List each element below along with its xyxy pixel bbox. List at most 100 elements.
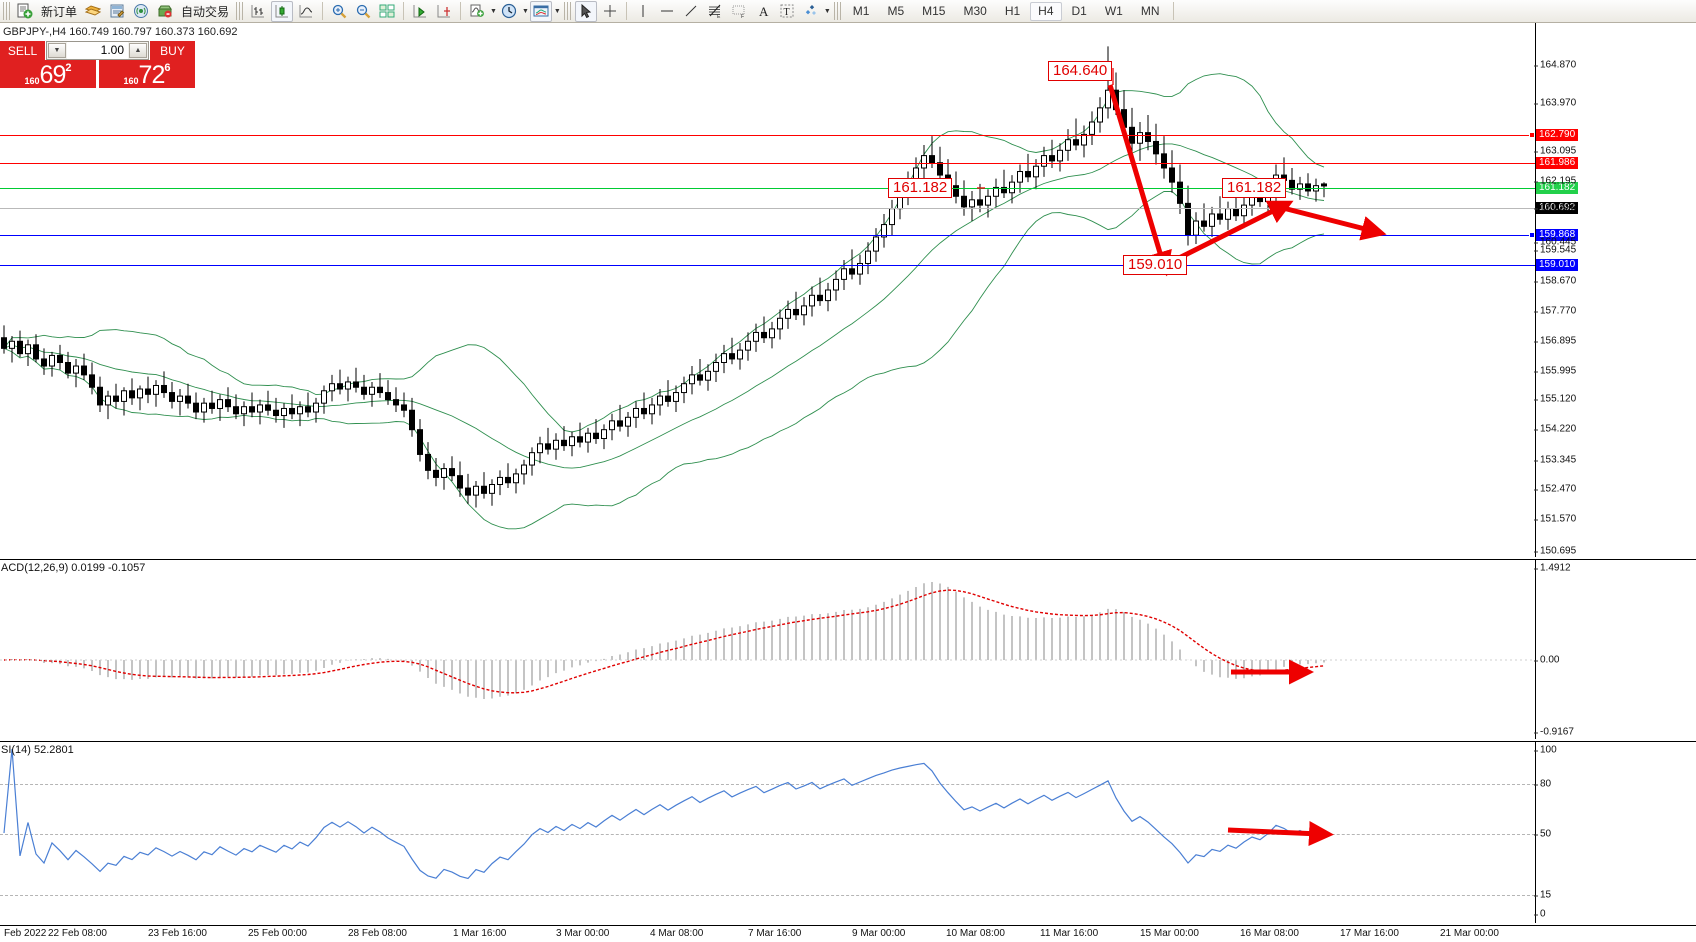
metaeditor-icon[interactable] xyxy=(106,1,128,22)
resistance-line-162790[interactable] xyxy=(0,135,1535,136)
market-icon[interactable] xyxy=(154,1,176,22)
profile-icon[interactable] xyxy=(82,1,104,22)
volume-decrement-button[interactable]: ▼ xyxy=(48,43,66,58)
candle xyxy=(321,385,327,414)
candlestick-chart-icon[interactable] xyxy=(271,0,294,22)
timeframe-mn[interactable]: MN xyxy=(1140,4,1160,18)
timeframe-m1[interactable]: M1 xyxy=(852,4,870,18)
timeframe-m5[interactable]: M5 xyxy=(887,4,905,18)
autotrading-label[interactable]: 自动交易 xyxy=(181,4,230,19)
price-tick: 150.695 xyxy=(1533,545,1577,557)
chevron-down-icon[interactable]: ▼ xyxy=(490,7,497,15)
price-tick: 157.770 xyxy=(1533,305,1577,317)
sell-price-display[interactable]: 160 69 2 xyxy=(0,60,96,88)
resistance-line-162790-handle[interactable] xyxy=(1529,132,1535,138)
macd-canvas[interactable] xyxy=(0,560,1535,740)
callout-161182-right[interactable]: 161.182 xyxy=(1222,178,1287,198)
toolbar-grip-3[interactable] xyxy=(563,2,571,20)
zoom-in-icon[interactable] xyxy=(328,1,350,22)
callout-164640[interactable]: 164.640 xyxy=(1048,61,1113,81)
vertical-line-icon[interactable] xyxy=(632,1,654,22)
time-axis-label: 7 Mar 16:00 xyxy=(748,928,802,939)
volume-increment-button[interactable]: ▲ xyxy=(129,43,147,58)
rsi-pane[interactable]: SI(14) 52.2801 100 80 50 15 0 xyxy=(0,741,1696,923)
candle xyxy=(305,392,311,418)
cursor-icon[interactable] xyxy=(574,0,597,22)
signals-icon[interactable] xyxy=(130,1,152,22)
chevron-down-icon-3[interactable]: ▼ xyxy=(553,7,561,15)
support-line-159010[interactable] xyxy=(0,265,1535,266)
toolbar-grip-2[interactable] xyxy=(236,2,244,20)
current-price-line-badge[interactable]: 160.692 xyxy=(1536,202,1579,214)
volume-stepper[interactable]: ▼ 1.00 ▲ xyxy=(46,41,149,60)
rsi-axis-line xyxy=(1535,742,1536,923)
one-click-trade-panel[interactable]: SELL ▼ 1.00 ▲ BUY 160 69 2 160 72 6 xyxy=(0,41,195,88)
candle xyxy=(1089,111,1095,146)
bar-chart-icon[interactable] xyxy=(247,1,269,22)
candle xyxy=(225,387,231,413)
new-order-icon[interactable] xyxy=(14,1,36,22)
line-chart-icon[interactable] xyxy=(295,1,317,22)
timeframe-w1[interactable]: W1 xyxy=(1104,4,1123,18)
chevron-down-icon-4[interactable]: ▼ xyxy=(823,7,831,15)
buy-button[interactable]: BUY xyxy=(150,41,195,60)
timeframe-m15[interactable]: M15 xyxy=(922,4,946,18)
crosshair-icon[interactable] xyxy=(599,1,621,22)
periods-icon[interactable] xyxy=(498,1,520,22)
trendline-icon[interactable] xyxy=(680,1,702,22)
callout-159010[interactable]: 159.010 xyxy=(1123,255,1188,275)
sell-button[interactable]: SELL xyxy=(0,41,45,60)
timeframe-d1[interactable]: D1 xyxy=(1071,4,1087,18)
timeframe-m30[interactable]: M30 xyxy=(963,4,987,18)
chart-shift-icon[interactable] xyxy=(433,1,455,22)
resistance-line-161986-badge[interactable]: 161.986 xyxy=(1536,157,1579,169)
new-order-label[interactable]: 新订单 xyxy=(41,4,78,19)
buy-price-display[interactable]: 160 72 6 xyxy=(99,60,195,88)
support-line-161182-badge[interactable]: 161.182 xyxy=(1536,182,1579,194)
fibonacci-icon[interactable]: E xyxy=(704,1,726,22)
support-line-161182[interactable] xyxy=(0,188,1535,189)
support-line-159010-badge[interactable]: 159.010 xyxy=(1536,259,1579,271)
callout-161182-left[interactable]: 161.182 xyxy=(888,178,953,198)
timeframe-h4[interactable]: H4 xyxy=(1030,1,1062,21)
horizontal-line-icon[interactable] xyxy=(656,1,678,22)
support-line-159868-badge[interactable]: 159.868 xyxy=(1536,229,1579,241)
candle xyxy=(289,394,295,420)
time-axis[interactable]: Feb 2022 22 Feb 08:00 23 Feb 16:00 25 Feb 0… xyxy=(0,925,1696,942)
rsi-level-line xyxy=(0,895,1535,896)
candle xyxy=(457,461,463,497)
resistance-line-161986[interactable] xyxy=(0,163,1535,164)
templates-icon[interactable] xyxy=(529,0,552,22)
toolbar-grip[interactable] xyxy=(3,2,10,20)
macd-pane[interactable]: ACD(12,26,9) 0.0199 -0.1057 1.4912 0.00 -0… xyxy=(0,559,1696,739)
zoom-out-icon[interactable] xyxy=(352,1,374,22)
candle xyxy=(809,286,815,317)
rsi-canvas[interactable] xyxy=(0,742,1535,924)
price-tick: 162.195 xyxy=(1533,175,1577,187)
current-price-line[interactable] xyxy=(0,208,1535,209)
text-label-icon[interactable]: T xyxy=(776,1,798,22)
price-chart-canvas[interactable] xyxy=(0,23,1535,557)
macd-label: ACD(12,26,9) 0.0199 -0.1057 xyxy=(1,562,146,574)
indicators-icon[interactable] xyxy=(466,1,488,22)
candle xyxy=(793,291,799,321)
auto-scroll-icon[interactable] xyxy=(409,1,431,22)
toolbar-separator-5 xyxy=(1172,2,1174,20)
resistance-line-162790-badge[interactable]: 162.790 xyxy=(1536,129,1579,141)
support-line-159868[interactable] xyxy=(0,235,1535,236)
chart-window[interactable]: GBPJPY-,H4 160.749 160.797 160.373 160.6… xyxy=(0,23,1696,942)
price-tick: 153.345 xyxy=(1533,454,1577,466)
tile-windows-icon[interactable] xyxy=(376,1,398,22)
support-line-159868-handle[interactable] xyxy=(1529,232,1535,238)
macd-tick: 0.00 xyxy=(1533,654,1560,666)
candle xyxy=(1081,125,1087,158)
timeframe-h1[interactable]: H1 xyxy=(1004,4,1021,18)
channel-icon[interactable]: F xyxy=(728,1,750,22)
price-tick: 151.570 xyxy=(1533,513,1577,525)
volume-input[interactable]: 1.00 xyxy=(67,42,128,59)
chevron-down-icon-2[interactable]: ▼ xyxy=(521,7,529,15)
price-pane[interactable]: 162.790 161.986 161.182 160.692 159.868 159.0… xyxy=(0,23,1696,557)
shapes-icon[interactable] xyxy=(800,1,822,22)
text-icon[interactable]: A xyxy=(752,1,774,22)
toolbar-grip-4[interactable] xyxy=(833,2,841,20)
